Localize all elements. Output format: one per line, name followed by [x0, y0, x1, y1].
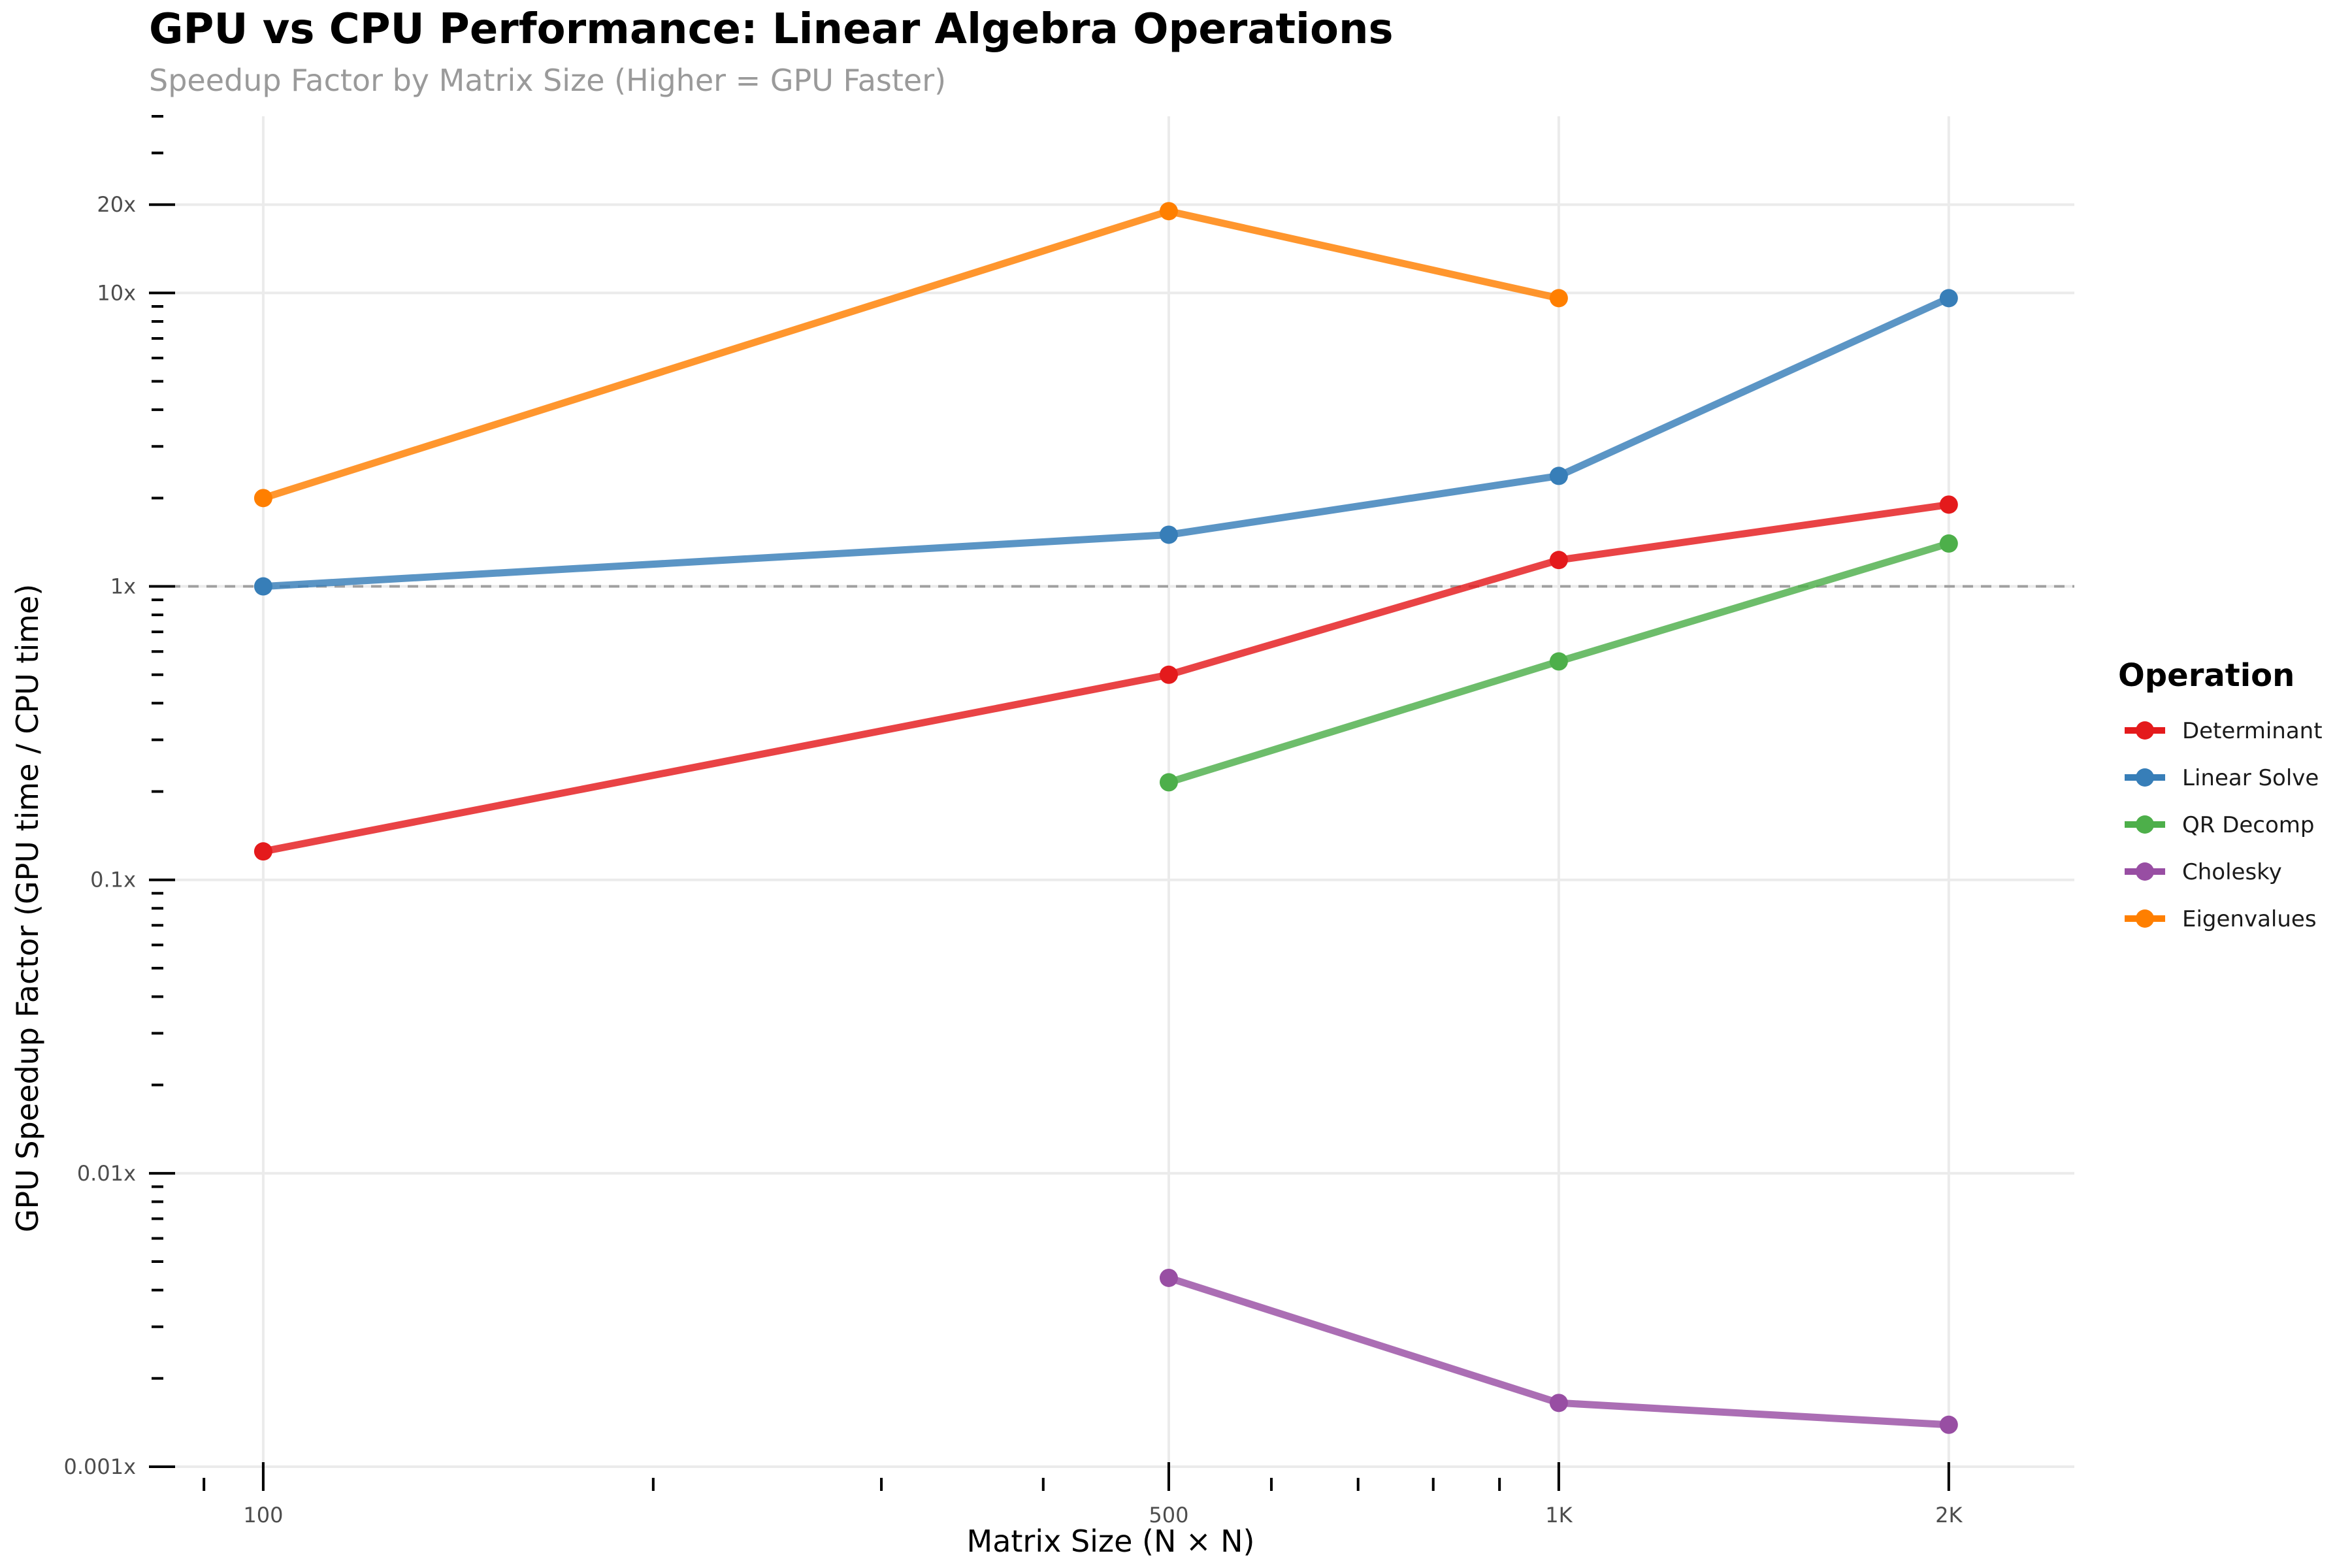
legend-item-linear-solve: Linear Solve	[2125, 765, 2319, 791]
data-point-determinant	[1549, 551, 1568, 570]
legend-title: Operation	[2118, 657, 2295, 694]
legend-swatch-point	[2136, 768, 2154, 787]
chart-subtitle: Speedup Factor by Matrix Size (Higher = …	[149, 63, 947, 98]
series-line-determinant	[259, 500, 1953, 855]
x-tick-label: 1K	[1545, 1503, 1573, 1527]
legend-swatch-point	[2136, 815, 2154, 834]
legend-items: Determinant Linear Solve QR Decomp Cholesky…	[2125, 718, 2323, 932]
data-point-cholesky	[1549, 1394, 1568, 1413]
x-tick-label: 500	[1149, 1503, 1188, 1527]
series-lines	[259, 207, 1953, 1429]
data-point-cholesky	[1939, 1415, 1958, 1434]
data-point-qr-decomp	[1549, 652, 1568, 671]
data-point-linear-solve	[253, 577, 272, 596]
y-tick-label: 0.1x	[90, 868, 136, 892]
data-point-determinant	[1939, 495, 1958, 514]
y-tick-label: 10x	[97, 280, 136, 305]
y-axis-title: GPU Speedup Factor (GPU time / CPU time)	[10, 584, 45, 1233]
data-point-qr-decomp	[1939, 534, 1958, 553]
data-point-linear-solve	[1549, 466, 1568, 485]
legend-label: Eigenvalues	[2182, 906, 2317, 932]
legend-item-cholesky: Cholesky	[2125, 859, 2282, 885]
data-point-determinant	[1159, 665, 1178, 684]
axes: 0.001x 0.01x 0.1x 1x 10x 20x 100 500 1K 2K	[63, 115, 1963, 1527]
legend-label: Determinant	[2182, 718, 2323, 744]
series-points	[253, 202, 1958, 1434]
data-point-cholesky	[1159, 1268, 1178, 1287]
legend-swatch-point	[2136, 721, 2154, 740]
series-line-eigenvalues	[259, 207, 1563, 502]
legend-item-qr-decomp: QR Decomp	[2125, 812, 2315, 838]
legend-swatch-point	[2136, 909, 2154, 928]
legend: Operation Determinant Linear Solve QR Deco…	[2118, 657, 2323, 932]
y-tick-label: 0.001x	[63, 1454, 136, 1479]
y-tick-label: 1x	[110, 574, 136, 599]
series-line-linear-solve	[259, 294, 1953, 591]
x-axis-title: Matrix Size (N × N)	[967, 1524, 1255, 1559]
legend-label: Linear Solve	[2182, 765, 2319, 791]
data-point-linear-solve	[1159, 525, 1178, 544]
legend-swatch-point	[2136, 862, 2154, 881]
legend-label: Cholesky	[2182, 859, 2282, 885]
data-point-qr-decomp	[1159, 773, 1178, 792]
x-tick-label: 2K	[1935, 1503, 1963, 1527]
chart-title: GPU vs CPU Performance: Linear Algebra O…	[149, 5, 1394, 54]
grid-lines	[152, 116, 2074, 1468]
legend-label: QR Decomp	[2182, 812, 2315, 838]
data-point-eigenvalues	[1549, 289, 1568, 308]
data-point-eigenvalues	[1159, 202, 1178, 221]
data-point-determinant	[253, 842, 272, 861]
legend-item-determinant: Determinant	[2125, 718, 2323, 744]
x-tick-label: 100	[243, 1503, 283, 1527]
legend-item-eigenvalues: Eigenvalues	[2125, 906, 2317, 932]
data-point-linear-solve	[1939, 289, 1958, 308]
y-tick-label: 20x	[97, 192, 136, 217]
y-tick-label: 0.01x	[77, 1161, 136, 1186]
data-point-eigenvalues	[253, 489, 272, 508]
